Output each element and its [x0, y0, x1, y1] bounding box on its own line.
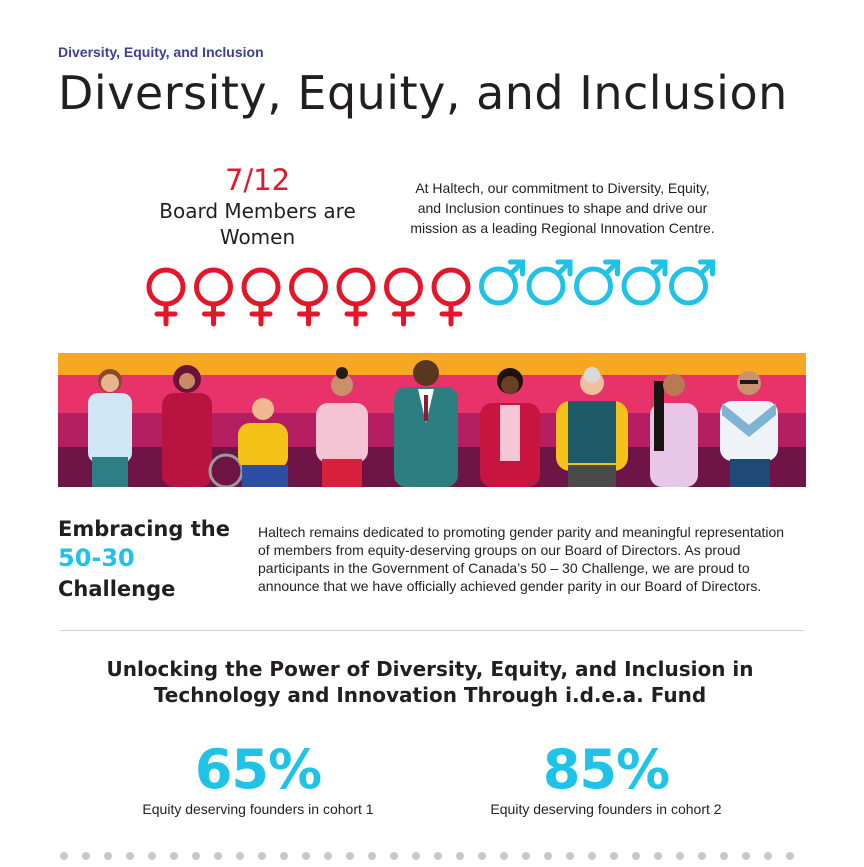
separator-dot	[434, 852, 442, 860]
section-divider	[60, 630, 804, 631]
separator-dot	[258, 852, 266, 860]
female-symbol-icon	[384, 267, 423, 327]
fund-heading-line: Technology and Innovation Through i.d.e.…	[153, 683, 707, 707]
separator-dot	[148, 852, 156, 860]
separator-dot	[236, 852, 244, 860]
challenge-description: Haltech remains dedicated to promoting g…	[258, 523, 813, 595]
female-symbol-icon	[146, 267, 186, 327]
separator-dot	[610, 852, 618, 860]
separator-dot	[302, 852, 310, 860]
separator-dot	[170, 852, 178, 860]
challenge-line: participants in the Government of Canada…	[258, 560, 750, 576]
separator-dot	[544, 852, 552, 860]
person-1-figure	[88, 369, 132, 487]
female-symbol-icon	[336, 267, 376, 327]
stat-cohort-1: 65% Equity deserving founders in cohort …	[118, 738, 398, 817]
male-symbol-icon	[574, 259, 620, 306]
person-6-figure	[480, 368, 540, 487]
challenge-line: announce that we have officially achieve…	[258, 578, 762, 594]
separator-dot	[742, 852, 750, 860]
intro-line: At Haltech, our commitment to Diversity,…	[415, 180, 710, 196]
person-2-figure	[162, 365, 212, 487]
separator-dot	[60, 852, 68, 860]
separator-dot	[720, 852, 728, 860]
fund-heading-line: Unlocking the Power of Diversity, Equity…	[106, 657, 754, 681]
page-title: Diversity, Equity, and Inclusion	[58, 66, 788, 120]
separator-dot	[566, 852, 574, 860]
person-9-figure	[720, 371, 778, 487]
female-symbol-icon	[289, 267, 328, 327]
separator-dot	[632, 852, 640, 860]
person-7-figure	[556, 367, 628, 487]
separator-dot	[500, 852, 508, 860]
diverse-people-illustration	[58, 353, 806, 487]
challenge-line: Haltech remains dedicated to promoting g…	[258, 524, 785, 540]
separator-dot	[214, 852, 222, 860]
board-caption-line: Women	[219, 225, 296, 249]
separator-dot	[82, 852, 90, 860]
male-symbol-icon	[526, 259, 573, 306]
stat-label: Equity deserving founders in cohort 2	[490, 801, 722, 817]
intro-paragraph: At Haltech, our commitment to Diversity,…	[395, 178, 730, 238]
challenge-number: 50-30	[58, 544, 135, 572]
separator-dot	[676, 852, 684, 860]
separator-dot	[698, 852, 706, 860]
person-3-figure	[208, 398, 288, 487]
separator-dot	[192, 852, 200, 860]
stat-value: 65%	[194, 738, 322, 801]
person-8-figure	[650, 374, 698, 487]
female-symbol-icon	[194, 267, 233, 327]
gender-symbol-row	[144, 256, 734, 328]
section-eyebrow: Diversity, Equity, and Inclusion	[58, 44, 264, 60]
separator-dot	[390, 852, 398, 860]
male-symbol-icon	[669, 259, 715, 306]
board-women-ratio: 7/12	[224, 163, 291, 197]
intro-line: mission as a leading Regional Innovation…	[410, 220, 715, 236]
separator-dot	[654, 852, 662, 860]
challenge-line: of members from equity-deserving groups …	[258, 542, 741, 558]
separator-dot	[126, 852, 134, 860]
separator-dot	[588, 852, 596, 860]
separator-dot	[456, 852, 464, 860]
female-symbol-icon	[431, 267, 471, 327]
fund-heading: Unlocking the Power of Diversity, Equity…	[80, 656, 780, 708]
separator-dot	[280, 852, 288, 860]
dotted-separator	[58, 849, 808, 861]
separator-dot	[368, 852, 376, 860]
person-4-figure	[316, 367, 368, 487]
stat-label: Equity deserving founders in cohort 1	[142, 801, 374, 817]
stat-cohort-2: 85% Equity deserving founders in cohort …	[466, 738, 746, 817]
board-caption-line: Board Members are	[159, 199, 356, 223]
separator-dot	[346, 852, 354, 860]
challenge-subtitle: Challenge	[58, 577, 176, 601]
person-5-figure	[394, 360, 458, 487]
separator-dot	[764, 852, 772, 860]
separator-dot	[478, 852, 486, 860]
female-symbol-icon	[241, 267, 281, 327]
separator-dot	[104, 852, 112, 860]
stat-value: 85%	[542, 738, 670, 801]
separator-dot	[412, 852, 420, 860]
challenge-title: Embracing the	[58, 517, 230, 541]
intro-line: and Inclusion continues to shape and dri…	[417, 200, 708, 216]
separator-dot	[786, 852, 794, 860]
separator-dot	[522, 852, 530, 860]
male-symbol-icon	[479, 259, 525, 306]
separator-dot	[324, 852, 332, 860]
board-women-caption: Board Members are Women	[150, 198, 365, 250]
male-symbol-icon	[621, 259, 668, 306]
